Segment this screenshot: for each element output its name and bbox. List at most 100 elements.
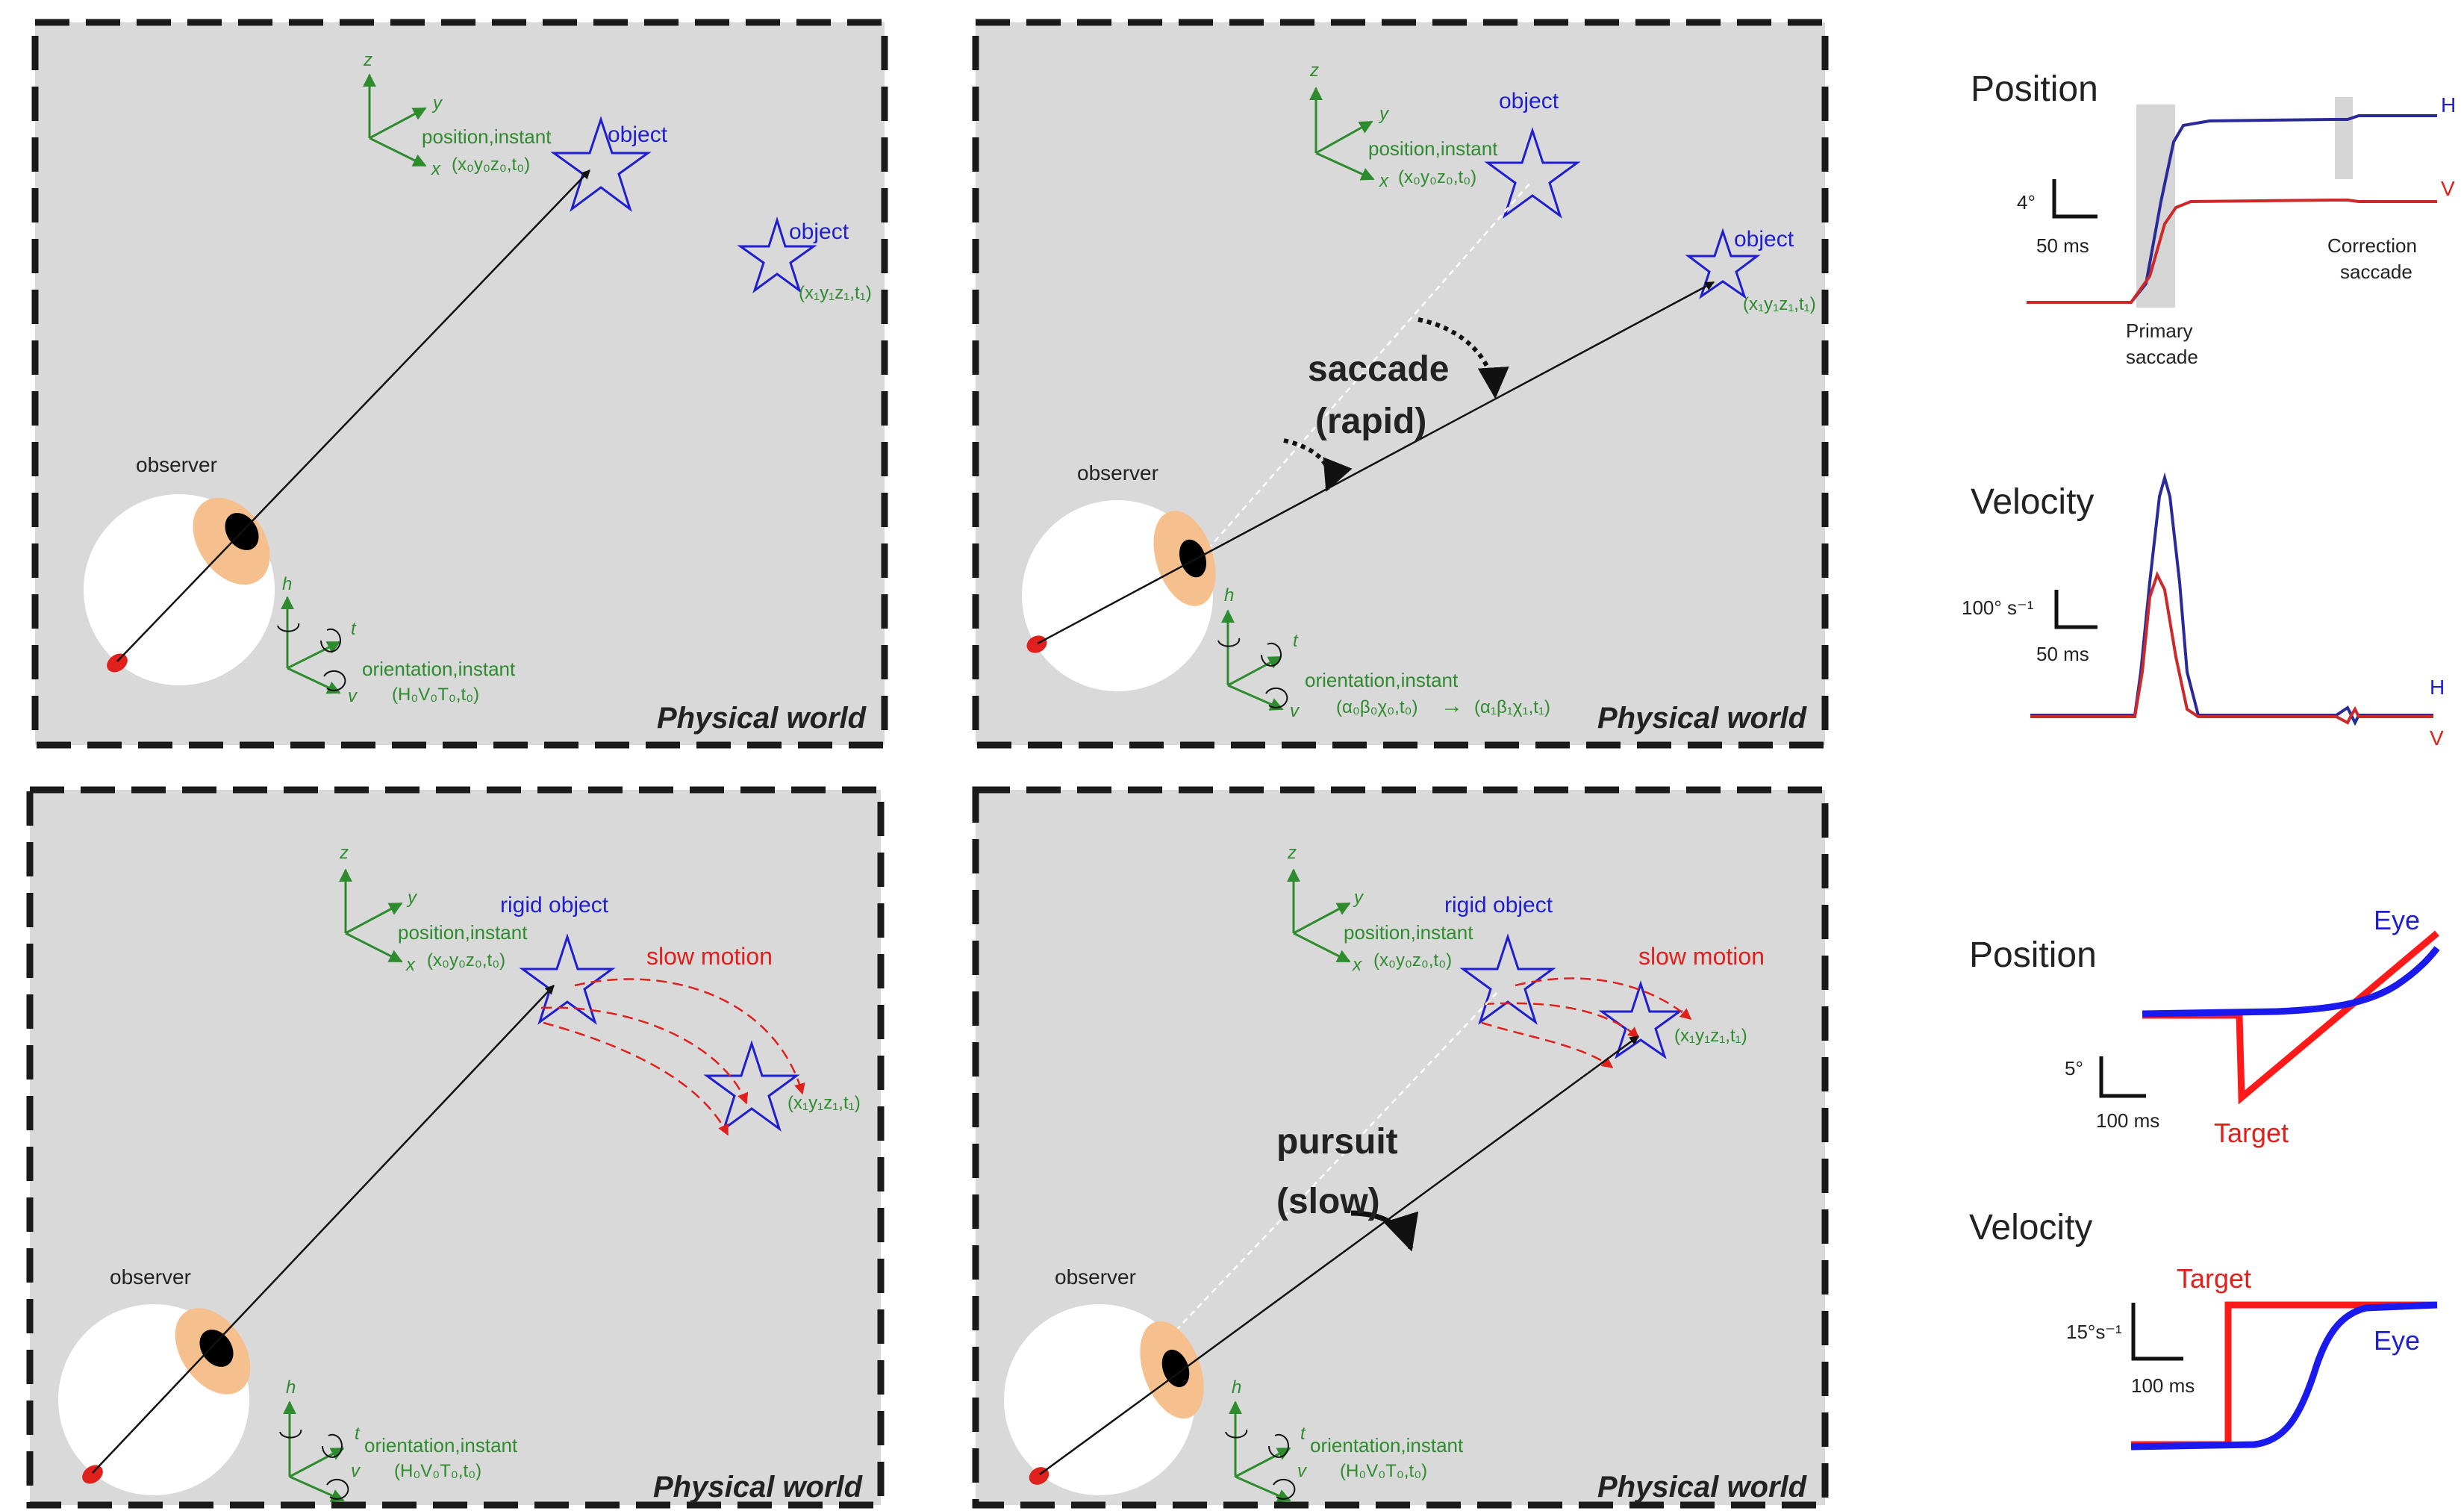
axis-x-label: x [431,159,441,179]
slow-motion-paths [540,978,805,1136]
panel-bottom-left: z y x position,instant (x₀y₀z₀,t₀) rigid… [26,786,885,1509]
orientation-coords: (H₀V₀T₀,t₀) [394,1461,481,1481]
object-star [703,1040,800,1132]
motion-label: slow motion [646,943,773,970]
axis-z-label: z [339,843,349,863]
series-v-label: V [2441,177,2455,200]
rot-v-label: v [1290,701,1300,721]
pupil [199,1330,234,1367]
object-star [1484,127,1581,219]
object-label: rigid object [500,893,609,917]
rot-t-label: t [1293,631,1299,651]
axis-y-label: y [431,93,443,113]
axis-z-label: z [363,50,372,70]
scale-y-label: 100° s⁻¹ [1962,596,2034,619]
object-star [737,216,817,293]
series-target-label: Target [2177,1263,2251,1294]
series-eye-label: Eye [2374,905,2420,935]
world-label: Physical world [657,702,867,735]
orientation-axes [279,1401,349,1502]
gaze-line [1039,1035,1640,1476]
orientation-arrow: → [1441,694,1463,718]
fovea [107,653,128,673]
position-coords: (x₀y₀z₀,t₀) [427,950,505,971]
object-star [1685,228,1761,299]
object-coords: (x₁y₁z₁,t₁) [787,1093,861,1113]
position-axes [363,73,427,167]
pursuit-position-trace: Position Eye Target 5° 100 ms [1969,905,2440,1148]
saccade-arrow [1283,438,1353,492]
position-label: position,instant [1344,921,1473,944]
movement-label: (rapid) [1315,402,1426,441]
observer-label: observer [1077,461,1158,485]
correction-saccade-label: Correction [2327,234,2417,257]
orientation-label: orientation,instant [1305,669,1459,691]
position-axes [1309,87,1375,181]
orientation-axes [1225,1401,1296,1502]
axis-y-label: y [1378,104,1390,124]
axis-z-label: z [1309,60,1319,81]
series-h-label: H [2430,676,2445,699]
trace-v [2030,570,2433,725]
observer-label: observer [110,1265,191,1289]
scale-x-label: 100 ms [2131,1374,2195,1397]
rot-h-label: h [282,574,292,594]
trace-title: Velocity [1971,482,2094,522]
scale-x-label: 50 ms [2036,643,2089,665]
trace-title: Velocity [1969,1208,2092,1247]
trace-title: Position [1971,69,2098,109]
correction-saccade-band [2335,97,2353,179]
observer-label: observer [136,453,217,476]
series-target-label: Target [2214,1118,2289,1148]
fovea [1026,635,1047,653]
trace-eye [2142,946,2440,1018]
rot-v-label: v [348,686,358,706]
gaze-line [116,169,590,662]
object-star [1459,933,1556,1025]
object-label: object [789,219,849,244]
pupil [1179,539,1207,578]
rot-t-label: t [1300,1424,1306,1444]
scale-y-label: 5° [2065,1057,2083,1079]
object-label: rigid object [1444,893,1553,917]
trace-eye [2130,1301,2438,1451]
scale-bar [2052,179,2097,219]
orientation-coords-2: (α₁β₁χ₁,t₁) [1474,697,1550,717]
orientation-label: orientation,instant [362,658,516,680]
gaze-line [92,985,555,1474]
position-label: position,instant [422,125,552,148]
pursuit-arrow [1350,1210,1419,1252]
saccade-position-trace: Position H V 4° 50 ms Primary saccade Co… [1971,69,2456,368]
scale-x-label: 100 ms [2096,1109,2159,1132]
rot-h-label: h [1224,585,1234,605]
rot-t-label: t [355,1424,361,1444]
object-label: object [608,122,668,147]
motion-label: slow motion [1638,943,1765,970]
axis-x-label: x [1352,955,1362,975]
trace-v [2027,199,2437,304]
movement-label: (slow) [1276,1182,1380,1221]
position-coords: (x₀y₀z₀,t₀) [452,155,530,175]
rot-h-label: h [286,1377,296,1398]
axis-x-label: x [1379,171,1389,191]
orientation-axes [1217,609,1288,711]
position-coords: (x₀y₀z₀,t₀) [1373,950,1452,971]
scale-bar [2054,590,2097,629]
rot-v-label: v [351,1461,361,1481]
scale-x-label: 50 ms [2036,234,2089,257]
world-label: Physical world [1597,1471,1808,1504]
orientation-axes [277,596,346,694]
object-star [550,116,652,212]
orientation-coords: (α₀β₀χ₀,t₀) [1336,697,1417,717]
axis-y-label: y [406,888,418,908]
object-coords: (x₁y₁z₁,t₁) [1743,294,1816,314]
scale-y-label: 15°s⁻¹ [2066,1321,2122,1343]
correction-saccade-label: saccade [2340,261,2412,283]
axis-x-label: x [405,955,416,975]
gaze-line [1037,281,1715,645]
primary-saccade-label: saccade [2126,346,2198,368]
position-label: position,instant [1368,137,1498,160]
rot-h-label: h [1232,1377,1241,1398]
primary-saccade-band [2136,105,2175,308]
panel-top-right: z y x position,instant (x₀y₀z₀,t₀) objec… [972,19,1829,749]
